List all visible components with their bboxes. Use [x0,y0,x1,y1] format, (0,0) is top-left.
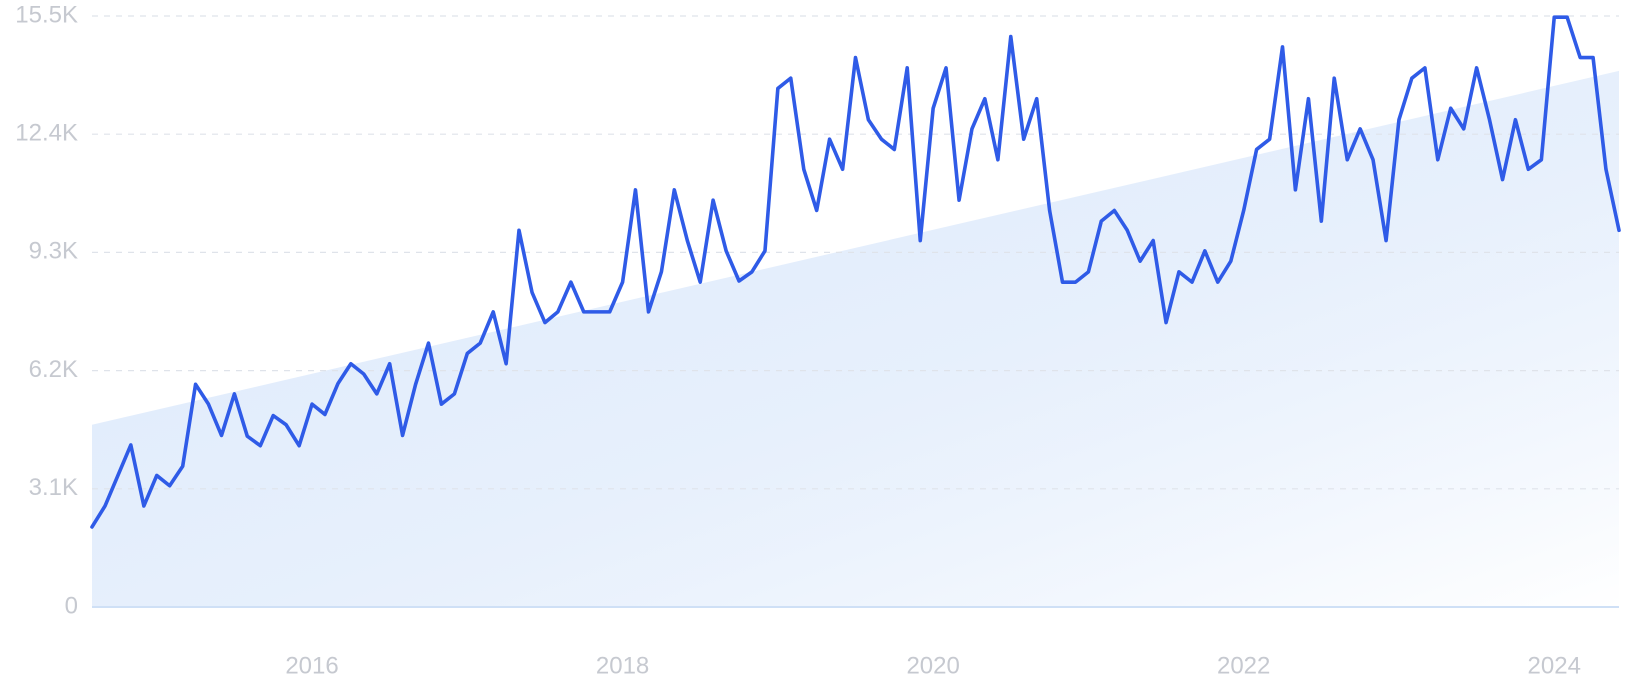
x-tick-label: 2020 [906,652,959,679]
x-tick-label: 2018 [596,652,649,679]
y-tick-label: 0 [65,592,78,619]
y-tick-label: 12.4K [15,120,78,147]
x-tick-label: 2024 [1528,652,1581,679]
data-line [90,15,1621,529]
y-tick-label: 9.3K [29,238,78,265]
x-tick-label: 2022 [1217,652,1270,679]
y-tick-label: 6.2K [29,356,78,383]
y-tick-label: 3.1K [29,474,78,501]
y-tick-label: 15.5K [15,1,78,28]
trend-area [92,70,1619,607]
x-tick-label: 2016 [285,652,338,679]
